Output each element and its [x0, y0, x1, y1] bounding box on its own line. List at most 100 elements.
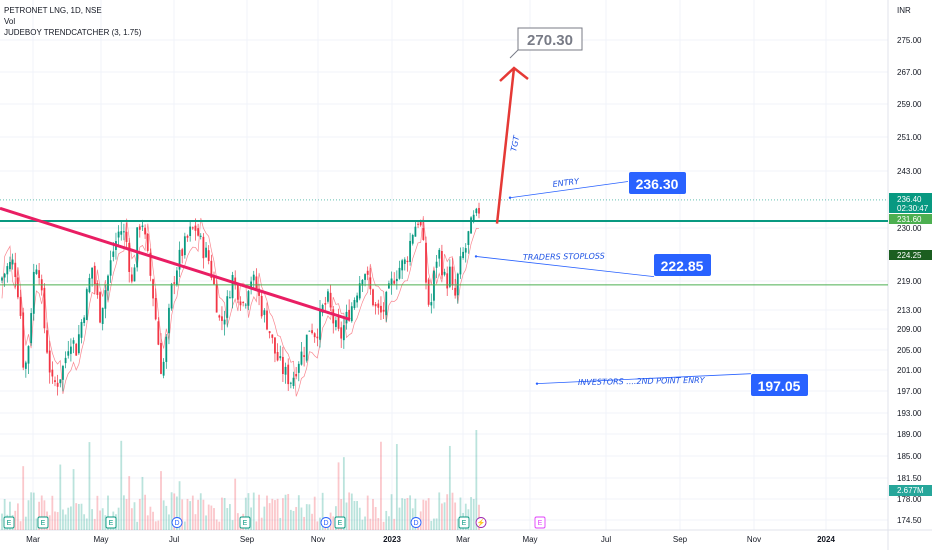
target-arrow-shaft: [495, 67, 516, 224]
volume-bar: [202, 499, 205, 530]
volume-bar: [266, 495, 268, 530]
candle-body: [17, 277, 19, 298]
candle-body: [252, 274, 255, 281]
volume-bar: [337, 462, 340, 530]
volume-bar: [141, 476, 144, 530]
y-axis-tick-label: 178.00: [897, 495, 922, 504]
volume-bar: [366, 495, 369, 530]
volume-bar: [146, 515, 149, 530]
candle-body: [292, 377, 295, 386]
candle-body: [316, 336, 319, 339]
volume-bar: [276, 498, 279, 530]
event-marker-label: E: [338, 520, 343, 527]
trendcatcher-indicator-label[interactable]: JUDEBOY TRENDCATCHER (3, 1.75): [4, 28, 142, 37]
candle-body: [1, 277, 3, 281]
volume-bar: [255, 521, 258, 530]
candle-body: [51, 369, 54, 377]
volume-bar: [59, 464, 62, 530]
candle-body: [183, 236, 186, 256]
earnings-event-marker[interactable]: [534, 516, 546, 529]
volume-bar: [406, 498, 409, 530]
dividend-event-marker[interactable]: [475, 517, 487, 528]
candle-body: [104, 290, 107, 309]
candle-body: [268, 331, 271, 334]
resistance-price-tag: [889, 214, 932, 224]
candle-body: [91, 267, 93, 279]
candle-body: [43, 287, 46, 329]
volume-bar: [311, 513, 313, 530]
entry-pointer-line: [509, 181, 629, 199]
earnings-event-marker[interactable]: [105, 516, 117, 529]
investors-pointer-dot: [535, 382, 539, 385]
earnings-event-marker[interactable]: [37, 516, 49, 529]
volume-bar: [194, 514, 197, 530]
volume-bar: [205, 515, 207, 530]
candle-body: [48, 350, 51, 373]
dividend-event-marker[interactable]: [171, 517, 183, 528]
volume-bar: [218, 521, 221, 530]
candle-body: [221, 316, 223, 321]
candle-body: [478, 207, 480, 214]
candle-body: [372, 289, 374, 306]
volume-bar: [356, 501, 358, 530]
candle-body: [441, 251, 443, 276]
volume-bar: [459, 497, 462, 530]
volume-bar: [350, 493, 353, 530]
candle-body: [321, 304, 324, 313]
candle-body: [324, 303, 327, 305]
candle-body: [446, 273, 449, 289]
volume-bar: [451, 492, 454, 530]
dividend-event-marker[interactable]: [320, 517, 332, 528]
candle-body: [263, 310, 266, 315]
candle-body: [350, 306, 353, 322]
volume-bar: [183, 521, 186, 530]
candle-body: [239, 301, 242, 306]
candle-body: [194, 225, 197, 231]
volume-value: 2.677M: [897, 486, 924, 495]
earnings-event-marker[interactable]: [334, 516, 346, 529]
candle-body: [464, 248, 467, 253]
candle-body: [160, 342, 162, 374]
volume-indicator-label[interactable]: Vol: [4, 17, 16, 26]
event-marker-label: D: [323, 520, 328, 527]
volume-bar: [441, 503, 443, 530]
volume-bar: [287, 493, 290, 530]
earnings-event-marker[interactable]: [3, 516, 15, 529]
volume-bar: [72, 469, 75, 530]
candle-body: [274, 337, 276, 354]
candle-body: [443, 271, 446, 275]
symbol-title[interactable]: PETRONET LNG, 1D, NSE: [4, 6, 102, 15]
last-price-tag: [889, 193, 932, 213]
dividend-event-marker[interactable]: [410, 517, 422, 528]
candle-body: [385, 291, 388, 316]
candle-body: [157, 321, 160, 345]
volume-bar: [22, 466, 25, 530]
y-axis-tick-label: 209.00: [897, 325, 922, 334]
candle-body: [83, 317, 86, 324]
candle-body: [398, 267, 401, 279]
earnings-event-marker[interactable]: [458, 516, 470, 529]
volume-bar: [160, 471, 162, 530]
volume-bar: [258, 494, 260, 530]
candle-body: [189, 226, 192, 236]
stoploss-label: TRADERS STOPLOSS: [523, 252, 605, 262]
volume-bar: [308, 504, 311, 530]
candle-body: [173, 282, 176, 284]
candle-body: [279, 356, 282, 359]
candle-body: [77, 334, 80, 354]
candle-body: [313, 333, 316, 338]
volume-bar: [38, 501, 40, 530]
candle-body: [231, 274, 234, 299]
x-axis-tick-label: Jul: [169, 535, 179, 544]
candle-body: [303, 355, 305, 357]
candle-body: [401, 260, 404, 271]
volume-bar: [24, 516, 27, 530]
x-axis-tick-label: May: [93, 535, 108, 544]
volume-bar: [382, 521, 385, 530]
earnings-event-marker[interactable]: [239, 516, 251, 529]
event-marker-label: E: [243, 520, 248, 527]
candle-body: [369, 277, 372, 290]
candle-body: [109, 260, 112, 276]
